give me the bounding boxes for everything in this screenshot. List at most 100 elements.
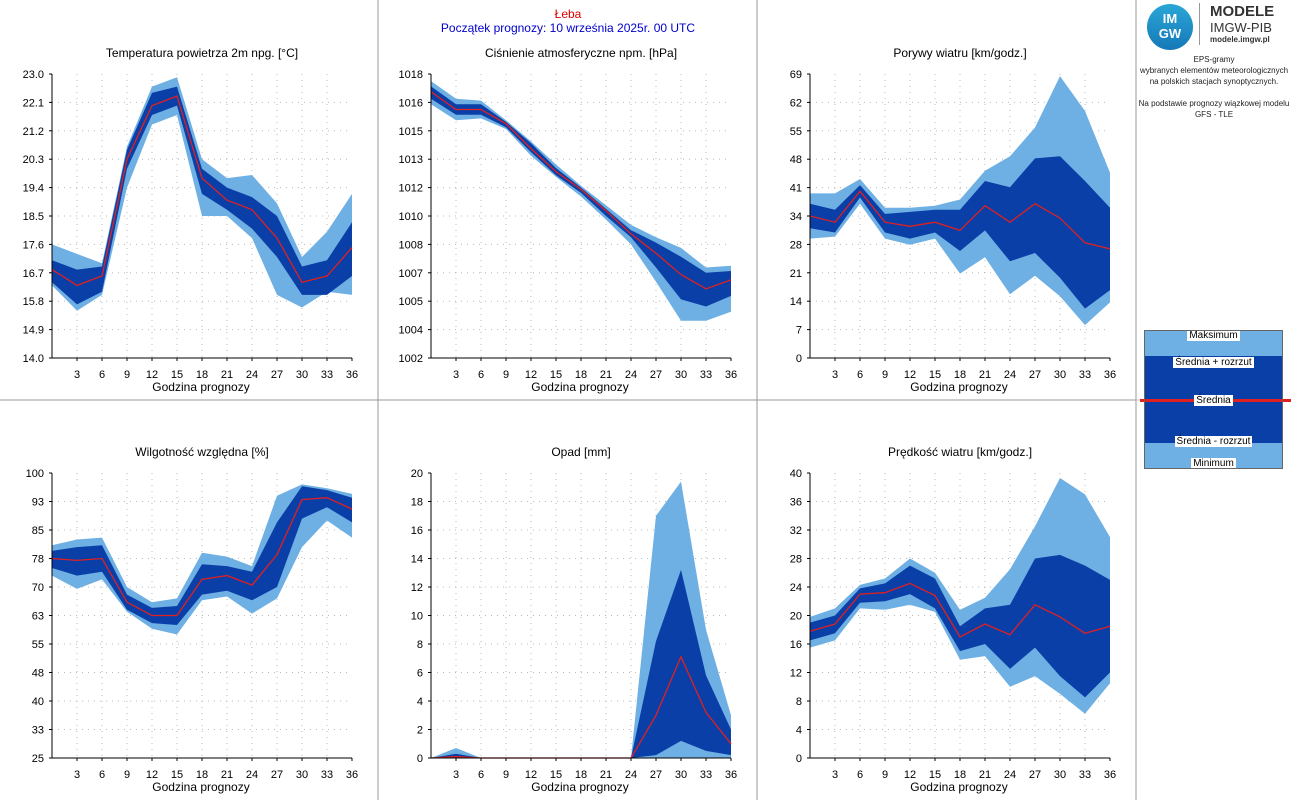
x-tick-label: 21 bbox=[600, 369, 612, 381]
legend-label-mean: Średnia bbox=[1194, 395, 1233, 406]
x-tick-label: 9 bbox=[503, 369, 509, 381]
y-tick-label: 1012 bbox=[399, 183, 423, 195]
y-tick-label: 1015 bbox=[399, 126, 423, 138]
y-tick-label: 41 bbox=[790, 183, 802, 195]
x-tick-label: 6 bbox=[857, 369, 863, 381]
x-tick-label: 24 bbox=[625, 769, 637, 781]
y-tick-label: 21.2 bbox=[23, 126, 44, 138]
y-tick-label: 19.4 bbox=[23, 183, 44, 195]
y-tick-label: 55 bbox=[790, 126, 802, 138]
band-min-max bbox=[810, 76, 1110, 326]
x-tick-label: 30 bbox=[1054, 369, 1066, 381]
info-line2: wybranych elementów meteorologicznych bbox=[1139, 66, 1289, 75]
x-tick-label: 18 bbox=[196, 769, 208, 781]
y-tick-label: 78 bbox=[32, 554, 44, 566]
x-tick-label: 9 bbox=[503, 769, 509, 781]
chart-1: Temperatura powietrza 2m npg. [°C] 14.0 14… bbox=[23, 46, 359, 394]
y-tick-label: 8 bbox=[417, 639, 423, 651]
band-min-max bbox=[810, 478, 1110, 714]
y-tick-label: 48 bbox=[790, 154, 802, 166]
y-tick-label: 2 bbox=[417, 725, 423, 737]
y-tick-label: 100 bbox=[26, 468, 44, 480]
y-tick-label: 23.0 bbox=[23, 69, 44, 81]
y-tick-label: 0 bbox=[796, 753, 802, 765]
x-tick-label: 9 bbox=[124, 369, 130, 381]
info-line4: Na podstawie prognozy wiązkowej modelu bbox=[1138, 99, 1290, 108]
x-tick-label: 12 bbox=[146, 769, 158, 781]
x-tick-label: 12 bbox=[904, 769, 916, 781]
x-tick-label: 33 bbox=[321, 769, 333, 781]
y-tick-label: 16 bbox=[790, 639, 802, 651]
y-tick-label: 48 bbox=[32, 668, 44, 680]
y-tick-label: 14.0 bbox=[23, 353, 44, 365]
x-axis-label: Godzina prognozy bbox=[910, 780, 1007, 794]
logo-mark-top: IM bbox=[1162, 11, 1178, 26]
x-tick-label: 15 bbox=[171, 369, 183, 381]
x-tick-label: 15 bbox=[550, 769, 562, 781]
x-axis-label: Godzina prognozy bbox=[152, 380, 249, 394]
x-tick-label: 3 bbox=[453, 369, 459, 381]
x-tick-label: 36 bbox=[346, 369, 358, 381]
x-tick-label: 18 bbox=[954, 769, 966, 781]
band-mean-spread bbox=[52, 86, 352, 305]
y-tick-label: 22.1 bbox=[23, 97, 44, 109]
band-mean-spread bbox=[52, 486, 352, 625]
x-tick-label: 30 bbox=[296, 769, 308, 781]
x-axis-label: Godzina prognozy bbox=[531, 380, 628, 394]
x-tick-label: 9 bbox=[124, 769, 130, 781]
y-tick-label: 14 bbox=[790, 296, 802, 308]
forecast-header: Łeba Początek prognozy: 10 września 2025… bbox=[380, 7, 756, 35]
info-text: EPS-gramy wybranych elementów meteorolog… bbox=[1137, 54, 1291, 120]
imgw-logo-mark: IM GW bbox=[1147, 4, 1193, 50]
x-tick-label: 30 bbox=[675, 769, 687, 781]
x-tick-label: 24 bbox=[1004, 369, 1016, 381]
x-axis-label: Godzina prognozy bbox=[152, 780, 249, 794]
x-tick-label: 6 bbox=[478, 769, 484, 781]
chart-3: Porywy wiatru [km/godz.] 0 7 14 21 28 34 41 48 55… bbox=[790, 46, 1116, 394]
y-tick-label: 16.7 bbox=[23, 268, 44, 280]
x-tick-label: 18 bbox=[954, 369, 966, 381]
y-tick-label: 55 bbox=[32, 639, 44, 651]
chart-title: Wilgotność względna [%] bbox=[135, 445, 268, 459]
mean-line bbox=[809, 190, 1111, 250]
y-tick-label: 18 bbox=[411, 497, 423, 509]
logo-line1: MODELE bbox=[1210, 3, 1275, 20]
y-tick-label: 25 bbox=[32, 753, 44, 765]
y-tick-label: 36 bbox=[790, 497, 802, 509]
y-tick-label: 16 bbox=[411, 525, 423, 537]
x-tick-label: 9 bbox=[882, 769, 888, 781]
x-tick-label: 27 bbox=[650, 769, 662, 781]
chart-title: Prędkość wiatru [km/godz.] bbox=[888, 445, 1032, 459]
y-tick-label: 12 bbox=[411, 582, 423, 594]
y-tick-label: 1008 bbox=[399, 239, 423, 251]
legend-label-mean-plus: Średnia + rozrzut bbox=[1173, 357, 1254, 368]
chart-4: Wilgotność względna [%]25334048556370788… bbox=[26, 445, 358, 794]
chart-title: Ciśnienie atmosferyczne npm. [hPa] bbox=[485, 46, 677, 60]
x-tick-label: 3 bbox=[453, 769, 459, 781]
x-axis-label: Godzina prognozy bbox=[531, 780, 628, 794]
x-tick-label: 36 bbox=[1104, 769, 1116, 781]
y-tick-label: 33 bbox=[32, 725, 44, 737]
y-tick-label: 18.5 bbox=[23, 211, 44, 223]
info-line5: GFS - TLE bbox=[1194, 110, 1234, 119]
legend-frame bbox=[1144, 330, 1283, 469]
mean-line bbox=[51, 95, 353, 287]
chart-title: Porywy wiatru [km/godz.] bbox=[893, 46, 1026, 60]
x-tick-label: 36 bbox=[346, 769, 358, 781]
y-tick-label: 1013 bbox=[399, 154, 423, 166]
x-tick-label: 3 bbox=[74, 369, 80, 381]
y-tick-label: 1007 bbox=[399, 268, 423, 280]
x-tick-label: 33 bbox=[1079, 769, 1091, 781]
y-tick-label: 28 bbox=[790, 554, 802, 566]
y-tick-label: 20 bbox=[411, 468, 423, 480]
mean-line bbox=[430, 91, 732, 290]
band-mean-spread bbox=[810, 156, 1110, 309]
legend-label-mean-minus: Średnia - rozrzut bbox=[1174, 436, 1253, 447]
x-tick-label: 30 bbox=[1054, 769, 1066, 781]
logo-text: MODELE IMGW-PIB modele.imgw.pl bbox=[1199, 3, 1290, 45]
y-tick-label: 8 bbox=[796, 696, 802, 708]
y-tick-label: 85 bbox=[32, 525, 44, 537]
x-tick-label: 30 bbox=[675, 369, 687, 381]
x-tick-label: 12 bbox=[904, 369, 916, 381]
